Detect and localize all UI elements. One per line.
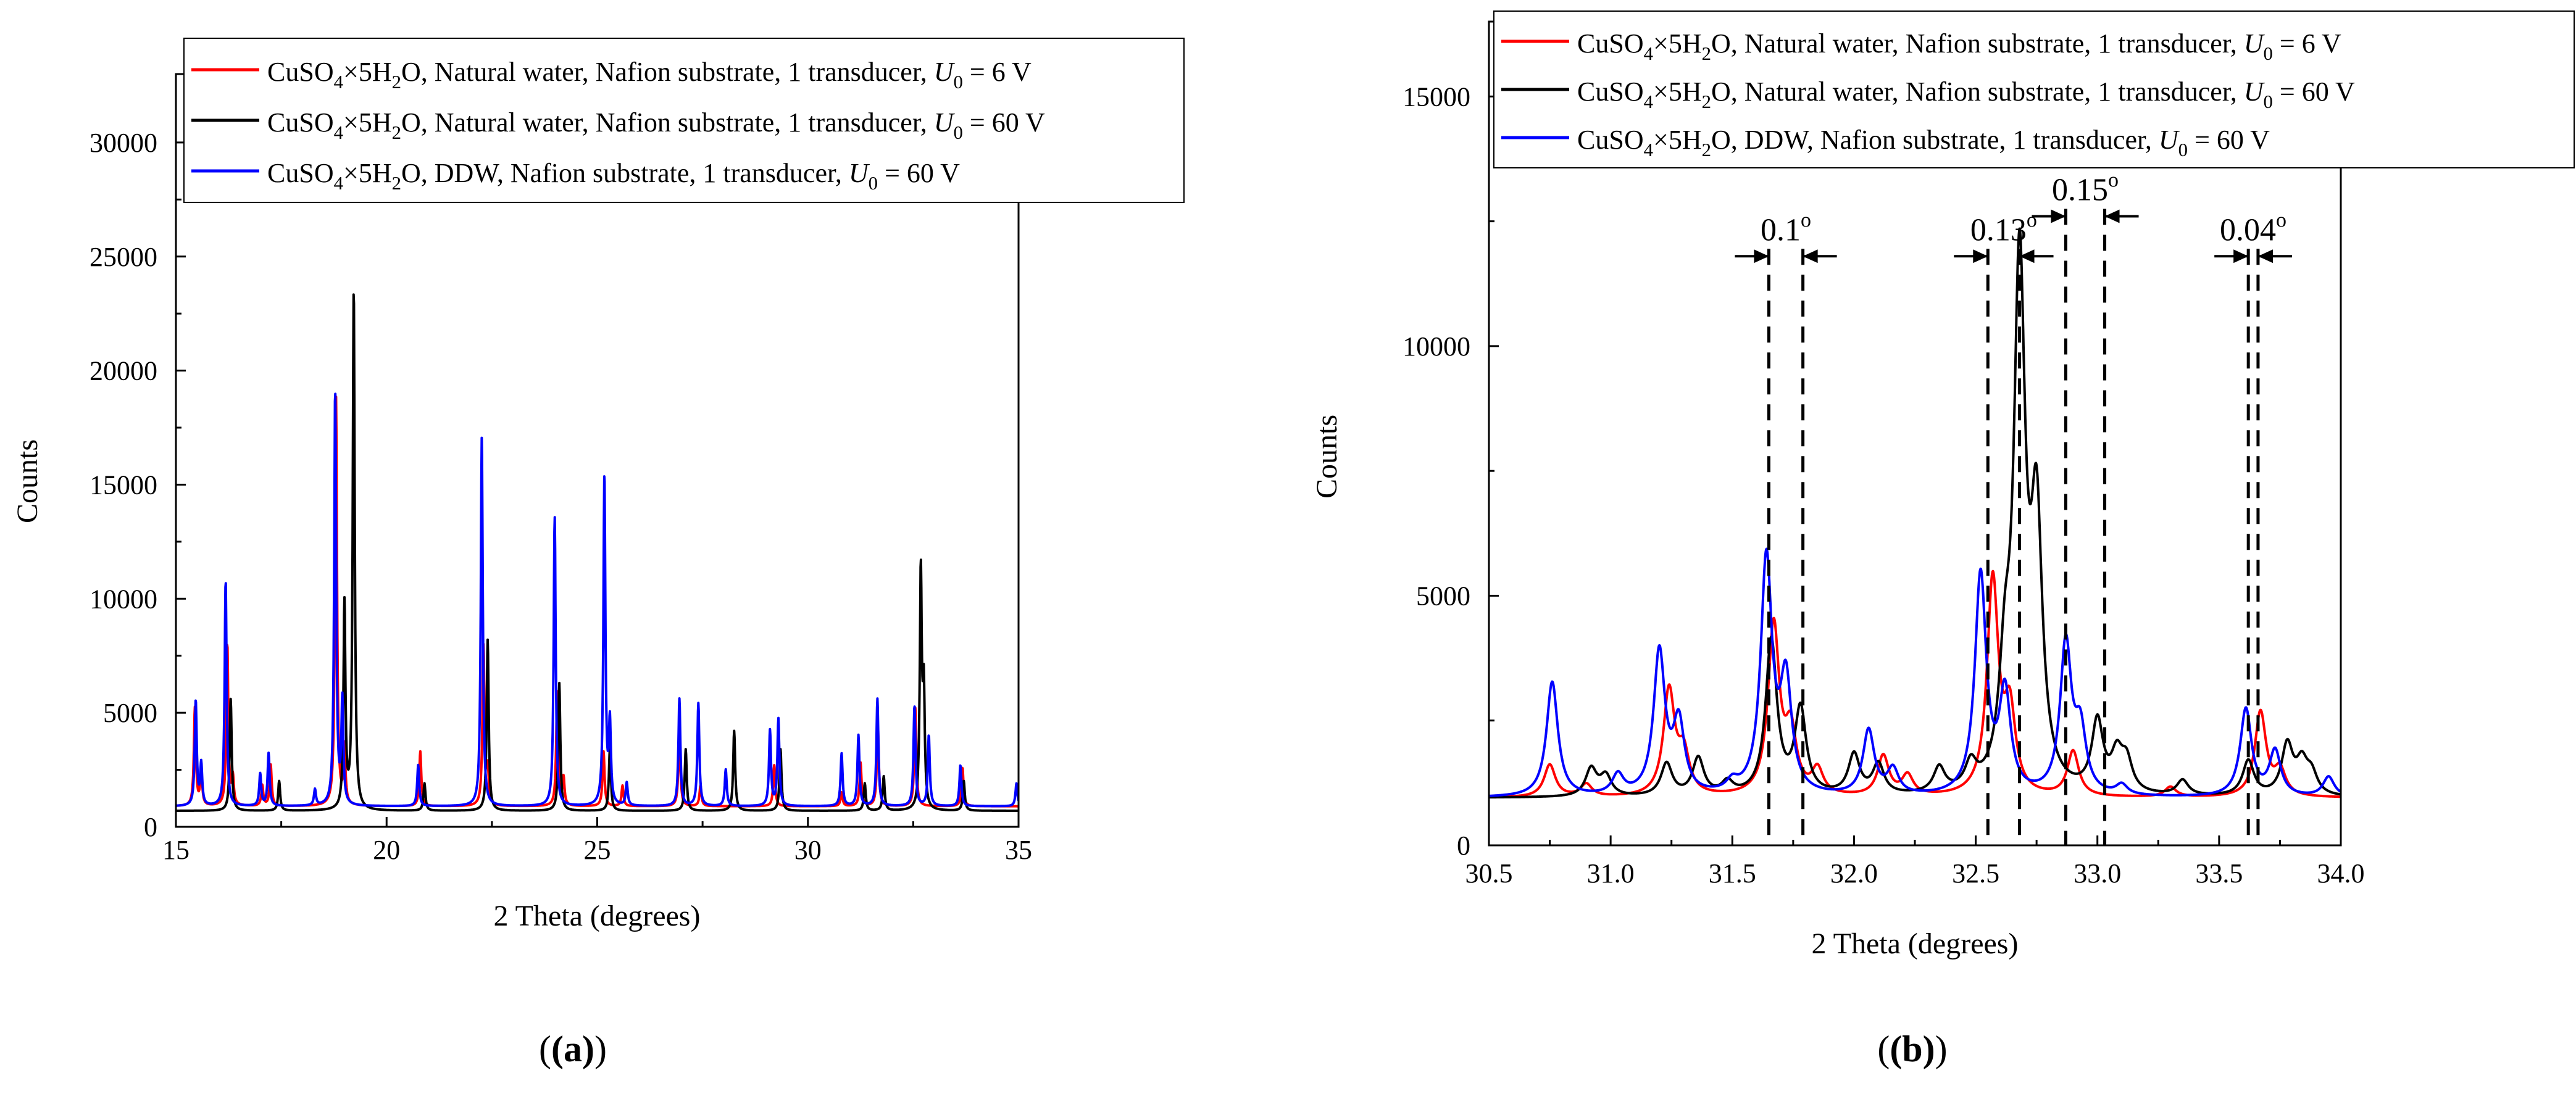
- a-ytick-label: 15000: [90, 470, 157, 500]
- panel-b-curves: [1489, 227, 2341, 799]
- a-series-0-line: [176, 396, 1019, 808]
- b-series-2-line: [1489, 547, 2341, 797]
- panel-a-ylabel: Counts: [11, 439, 44, 523]
- a-ytick-label: 5000: [103, 698, 157, 728]
- panel-a-curves: [176, 293, 1019, 812]
- panel-b-axes: 30.5 31.0 31.5 32.0 32.5 33.0 33.5 34.0 0 5000 100…: [1403, 81, 2365, 889]
- panel-a-xlabel: 2 Theta (degrees): [494, 900, 701, 932]
- panel-a-label-text: (a): [551, 1029, 594, 1069]
- b-ytick-label: 5000: [1416, 581, 1470, 611]
- b-annotation-arrowhead: [1973, 249, 1988, 263]
- panel-b-label-text: (b): [1890, 1029, 1935, 1069]
- b-series-0-line: [1489, 570, 2341, 798]
- b-xtick-label: 33.0: [2074, 858, 2121, 889]
- b-annotation-arrowhead: [2233, 249, 2249, 263]
- b-annotation-label: 0.04o: [2220, 209, 2286, 247]
- a-ytick-label: 10000: [90, 584, 157, 614]
- a-xtick-label: 35: [1005, 835, 1032, 865]
- a-legend-entry: CuSO4×5H2O, Natural water, Nafion substr…: [267, 107, 1045, 143]
- b-annotation-arrowhead: [1803, 249, 1818, 263]
- b-xtick-label: 31.5: [1709, 858, 1756, 889]
- a-ytick-label: 20000: [90, 356, 157, 386]
- panel-b-ylabel: Counts: [1311, 415, 1343, 499]
- a-xtick-label: 20: [373, 835, 400, 865]
- a-ytick-label: 25000: [90, 242, 157, 272]
- b-legend-entry: CuSO4×5H2O, DDW, Nafion substrate, 1 tra…: [1577, 125, 2270, 160]
- b-annotation-arrowhead: [1754, 249, 1769, 263]
- panel-b-annotations: 0.1o 0.13o 0.15o 0.04o: [1735, 169, 2292, 845]
- panel-a: 15 20 25 30 35 0 5000 10000 15000 20000 25000 30000…: [11, 38, 1185, 1069]
- a-series-1-line: [176, 293, 1019, 812]
- b-ytick-label: 10000: [1403, 331, 1470, 362]
- a-xtick-label: 15: [162, 835, 190, 865]
- panel-a-axes: 15 20 25 30 35 0 5000 10000 15000 20000 25000 30000: [90, 128, 1032, 865]
- b-xtick-label: 34.0: [2317, 858, 2365, 889]
- b-annotation-arrowhead: [2104, 209, 2120, 223]
- panel-b-xlabel: 2 Theta (degrees): [1812, 927, 2019, 960]
- a-xtick-label: 30: [794, 835, 822, 865]
- a-ytick-label: 0: [144, 812, 157, 842]
- b-annotation-label: 0.1o: [1761, 209, 1811, 247]
- b-ytick-label: 0: [1457, 831, 1470, 861]
- b-xtick-label: 32.5: [1952, 858, 1999, 889]
- b-xtick-label: 32.0: [1830, 858, 1878, 889]
- b-ytick-label: 15000: [1403, 81, 1470, 112]
- a-legend-entry: CuSO4×5H2O, DDW, Nafion substrate, 1 tra…: [267, 158, 960, 194]
- panel-a-label: ((a)): [539, 1029, 607, 1069]
- panel-b-label: ((b)): [1877, 1029, 1947, 1069]
- panel-b: 30.5 31.0 31.5 32.0 32.5 33.0 33.5 34.0 0 5000 100…: [1311, 10, 2575, 1069]
- a-ytick-label: 30000: [90, 128, 157, 158]
- panel-b-legend: CuSO4×5H2O, Natural water, Nafion substr…: [1493, 10, 2575, 168]
- b-annotation-arrowhead: [2257, 249, 2273, 263]
- b-annotation-arrowhead: [2051, 209, 2066, 223]
- b-annotation-label: 0.13o: [1970, 209, 2037, 247]
- a-xtick-label: 25: [584, 835, 611, 865]
- b-xtick-label: 30.5: [1465, 858, 1513, 889]
- b-legend-box: [1493, 10, 2575, 168]
- b-series-1-line: [1489, 227, 2341, 799]
- a-series-2-line: [176, 392, 1019, 808]
- panel-a-legend: CuSO4×5H2O, Natural water, Nafion substr…: [183, 38, 1185, 203]
- b-legend-entry: CuSO4×5H2O, Natural water, Nafion substr…: [1577, 77, 2355, 112]
- a-legend-box: [183, 38, 1185, 203]
- b-annotation-arrowhead: [2019, 249, 2035, 263]
- b-legend-entry: CuSO4×5H2O, Natural water, Nafion substr…: [1577, 28, 2341, 64]
- b-xtick-label: 31.0: [1587, 858, 1635, 889]
- b-annotation-label: 0.15o: [2052, 169, 2119, 208]
- b-xtick-label: 33.5: [2195, 858, 2243, 889]
- a-legend-entry: CuSO4×5H2O, Natural water, Nafion substr…: [267, 57, 1032, 93]
